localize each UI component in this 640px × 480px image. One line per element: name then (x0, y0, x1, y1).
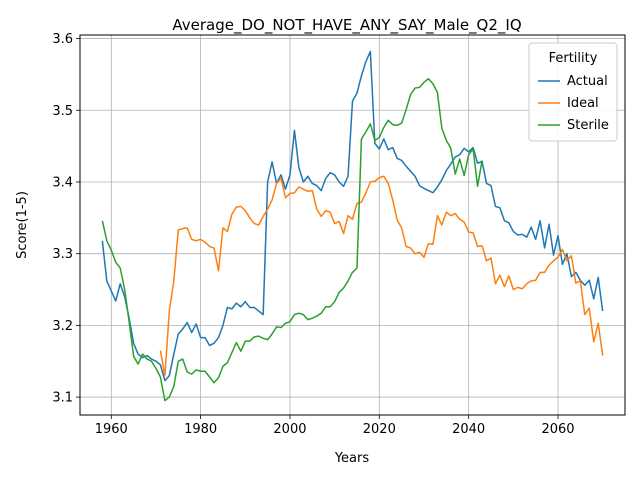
legend-label-sterile: Sterile (567, 118, 609, 133)
series-line-actual (101, 50, 604, 382)
y-tick-label: 3.6 (52, 32, 73, 47)
x-axis: 1960 1980 2000 2020 2040 2060 (95, 415, 575, 437)
x-tick-label: 1980 (184, 422, 217, 437)
x-tick-label: 2060 (541, 422, 574, 437)
x-tick-label: 2000 (273, 422, 306, 437)
y-axis-title: Score(1-5) (15, 191, 30, 259)
legend-label-actual: Actual (567, 74, 608, 89)
legend-title: Fertility (549, 51, 598, 66)
legend-box (528, 42, 618, 142)
legend: Fertility Actual Ideal Sterile (528, 42, 618, 142)
series-line-sterile (101, 77, 483, 402)
x-tick-label: 2040 (452, 422, 485, 437)
x-axis-title: Years (334, 451, 370, 466)
y-tick-label: 3.2 (52, 319, 73, 334)
legend-label-ideal: Ideal (567, 96, 599, 111)
x-tick-label: 1960 (95, 422, 128, 437)
y-tick-label: 3.3 (52, 247, 73, 262)
y-axis: 3.1 3.2 3.3 3.4 3.5 3.6 (52, 32, 80, 406)
series-lines (101, 50, 604, 402)
y-tick-label: 3.4 (52, 175, 73, 190)
chart-title: Average_DO_NOT_HAVE_ANY_SAY_Male_Q2_IQ (172, 16, 521, 35)
plot-area-frame (79, 34, 626, 416)
y-tick-label: 3.5 (52, 104, 73, 119)
series-line-ideal (159, 175, 604, 377)
x-tick-label: 2020 (363, 422, 396, 437)
y-tick-label: 3.1 (52, 391, 73, 406)
